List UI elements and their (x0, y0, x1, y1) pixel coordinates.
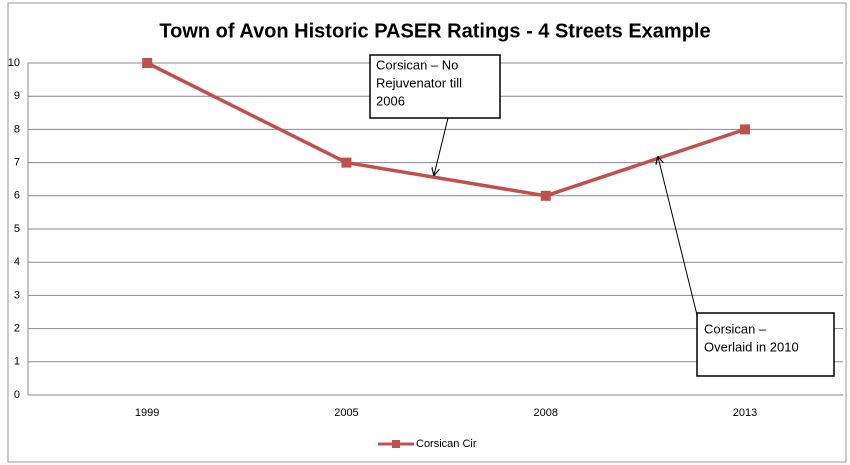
annotation-box (696, 312, 835, 377)
x-tick-label: 2013 (733, 407, 757, 419)
marker (740, 124, 751, 135)
legend-marker (392, 440, 400, 448)
x-tick-label: 2008 (534, 407, 558, 419)
legend-label: Corsican Cir (416, 438, 477, 450)
annotation-text: Corsican – (704, 321, 767, 336)
marker (540, 190, 551, 201)
y-tick-label: 6 (14, 190, 20, 202)
y-tick-label: 4 (14, 256, 20, 268)
marker (142, 58, 153, 68)
annotation-text: 2006 (376, 93, 405, 108)
series-line (146, 61, 746, 198)
annotation: Corsican – No Rejuvenator till 2006 (369, 54, 501, 175)
y-tick-label: 8 (14, 123, 20, 135)
y-tick-label: 2 (14, 323, 20, 335)
annotation-text: Corsican – No (376, 57, 458, 72)
y-tick-label: 1 (14, 356, 20, 368)
y-tick-label: 5 (14, 223, 20, 235)
x-tick-label: 2005 (334, 407, 358, 419)
y-tick-label: 7 (14, 157, 20, 169)
y-tick-label: 9 (14, 90, 20, 102)
y-tick-label: 0 (14, 389, 20, 401)
x-tick-label: 1999 (135, 407, 159, 419)
annotation-arrow (434, 117, 449, 175)
y-tick-label: 10 (8, 57, 20, 69)
annotation: Corsican – Overlaid in 2010 (658, 157, 835, 377)
annotation-box (369, 54, 501, 119)
annotation-text: Rejuvenator till (376, 75, 462, 90)
annotation-text: Overlaid in 2010 (704, 339, 799, 354)
chart-border (7, 2, 847, 463)
annotation-arrow (658, 157, 698, 316)
chart-title: Town of Avon Historic PASER Ratings - 4 … (159, 20, 710, 42)
y-tick-label: 3 (14, 289, 20, 301)
marker (341, 157, 352, 168)
